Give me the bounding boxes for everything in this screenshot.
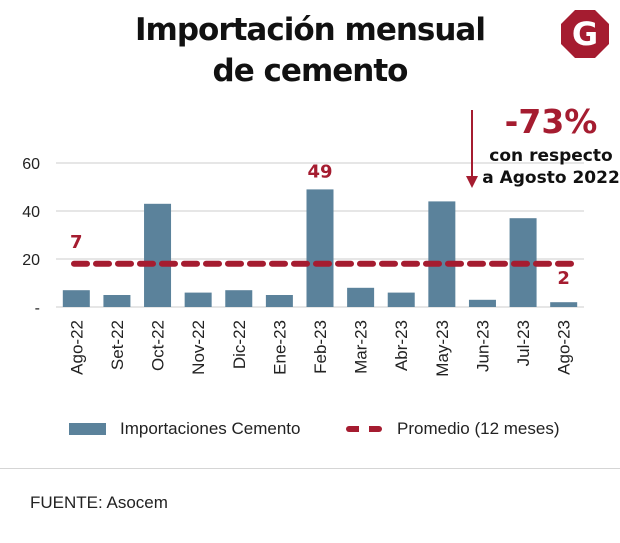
annotation-line-2: a Agosto 2022	[482, 168, 620, 188]
x-tick-label: Jul-23	[514, 320, 533, 366]
x-tick-label: Ene-23	[270, 320, 289, 375]
x-tick-label: Jun-23	[473, 320, 492, 372]
legend-bar-swatch	[69, 423, 106, 435]
bar	[144, 203, 172, 307]
logo-octagon	[561, 10, 609, 58]
annotation-layer: -73% con respecto a Agosto 2022	[466, 102, 620, 188]
x-tick-label: Mar-23	[352, 320, 371, 374]
bar-chart: 60 40 20 - Ago-22 Set-22 Oct-22 Nov-22 Dic-22 En…	[22, 102, 620, 377]
x-tick-label: Ago-23	[555, 320, 574, 375]
bar	[62, 290, 90, 307]
logo-letter: G	[572, 15, 598, 53]
bar	[550, 302, 578, 307]
data-label: 49	[307, 161, 332, 182]
chart-title: Importación mensual de cemento	[0, 10, 620, 92]
label-layer: Ago-22 Set-22 Oct-22 Nov-22 Dic-22 Ene-23 Feb-…	[67, 161, 573, 376]
annotation-arrow-head	[466, 176, 478, 188]
title-line-2: de cemento	[212, 53, 409, 89]
x-tick-label: Feb-23	[311, 320, 330, 374]
x-tick-label: Dic-22	[230, 320, 249, 369]
bar-layer	[62, 189, 578, 307]
bar	[387, 292, 415, 307]
x-tick-label: Ago-22	[67, 320, 86, 375]
data-label: 2	[557, 268, 570, 289]
bar	[265, 295, 293, 307]
x-tick-label: May-23	[433, 320, 452, 377]
source-note: FUENTE: Asocem	[30, 493, 168, 512]
x-tick-label: Abr-23	[392, 320, 411, 371]
bar	[103, 295, 131, 307]
y-tick-label: -	[35, 300, 40, 317]
legend-average-label: Promedio (12 meses)	[397, 419, 560, 438]
footer-divider	[0, 468, 620, 469]
y-tick-label: 40	[22, 204, 40, 221]
title-line-1: Importación mensual	[135, 12, 486, 48]
legend-average-swatch	[346, 426, 382, 432]
bar	[225, 290, 253, 307]
legend-bar-label: Importaciones Cemento	[120, 419, 301, 438]
bar	[184, 292, 212, 307]
x-tick-label: Set-22	[108, 320, 127, 370]
data-label: 7	[70, 232, 83, 253]
x-tick-label: Oct-22	[149, 320, 168, 371]
annotation-line-1: con respecto	[489, 146, 612, 166]
bar	[428, 201, 456, 307]
bar	[347, 287, 375, 307]
y-tick-label: 20	[22, 252, 40, 269]
y-tick-label: 60	[22, 156, 40, 173]
bar	[468, 299, 496, 307]
bar	[306, 189, 334, 307]
brand-logo-icon: G	[561, 10, 609, 58]
x-tick-label: Nov-22	[189, 320, 208, 375]
annotation-percent: -73%	[505, 102, 598, 141]
